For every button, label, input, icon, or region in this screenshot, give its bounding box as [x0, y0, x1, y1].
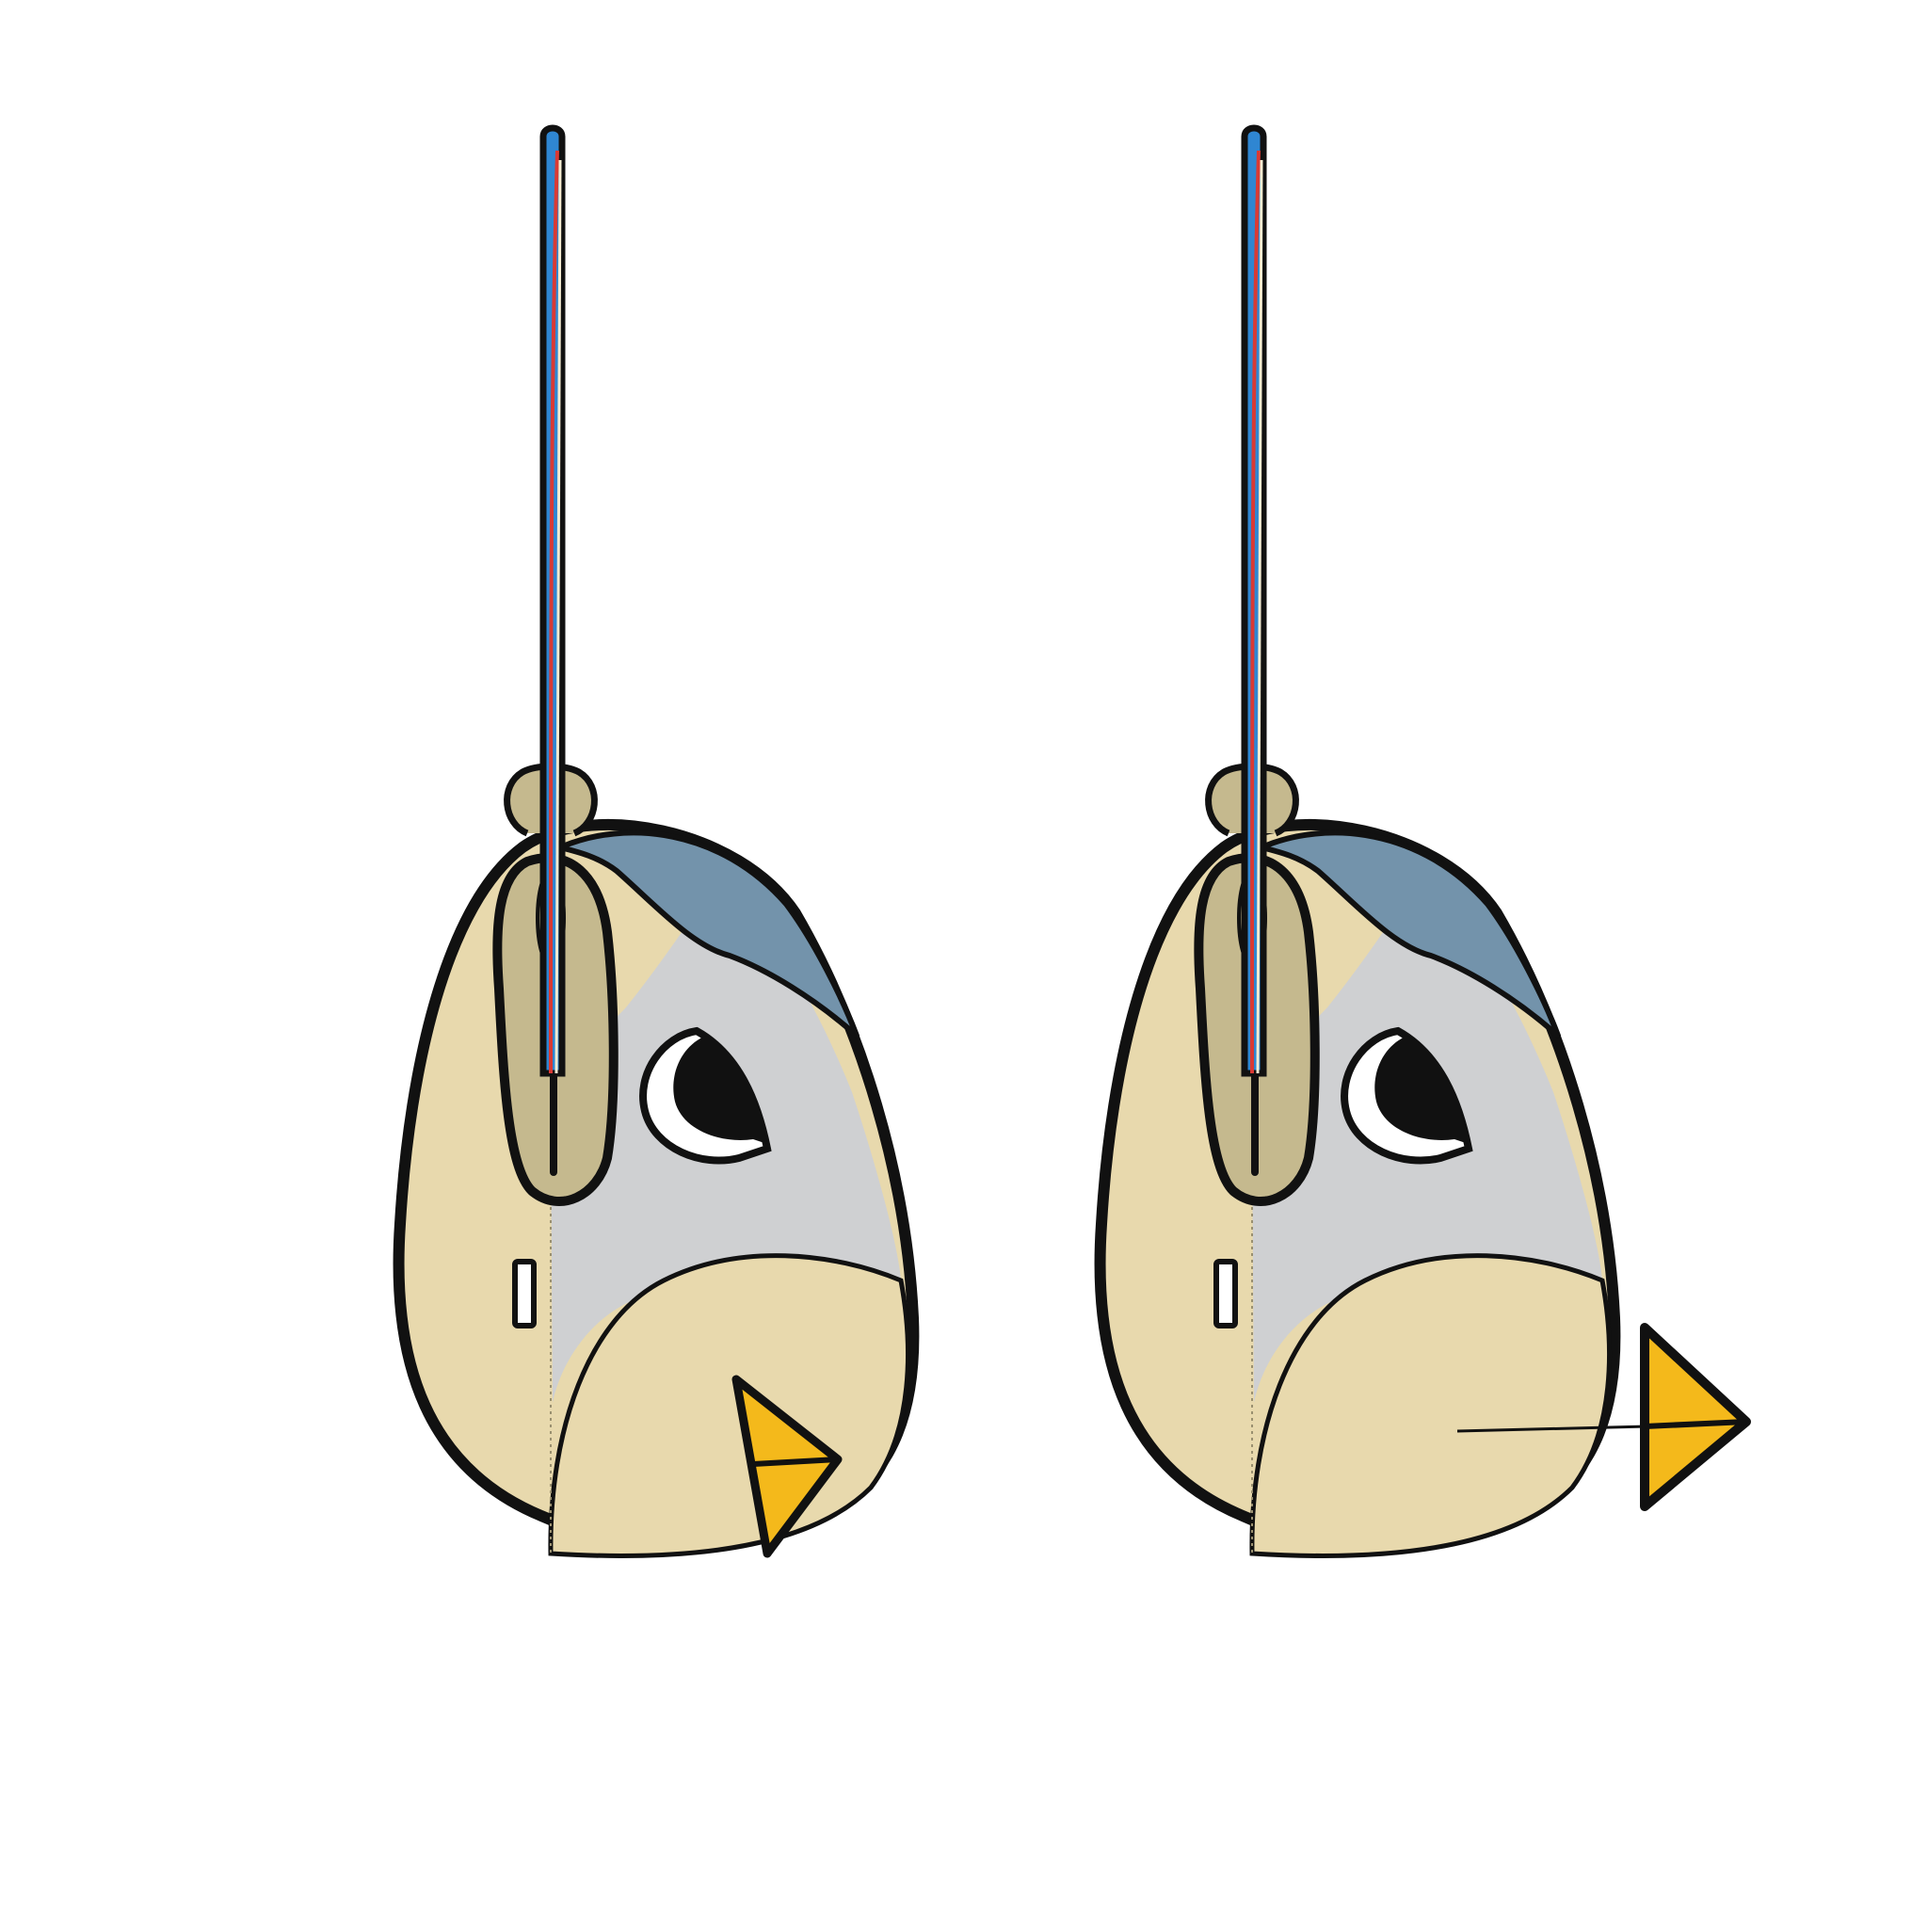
beak-icon: [1640, 1323, 1751, 1511]
beak-icon: [731, 1375, 843, 1558]
bird-shaped-bag-icon: [399, 128, 914, 1555]
right-bird-bag: [1101, 128, 1751, 1555]
left-bird-bag: [399, 128, 914, 1555]
beak-cord: [1456, 1425, 1648, 1433]
bird-shaped-bag-icon: [1101, 128, 1615, 1555]
